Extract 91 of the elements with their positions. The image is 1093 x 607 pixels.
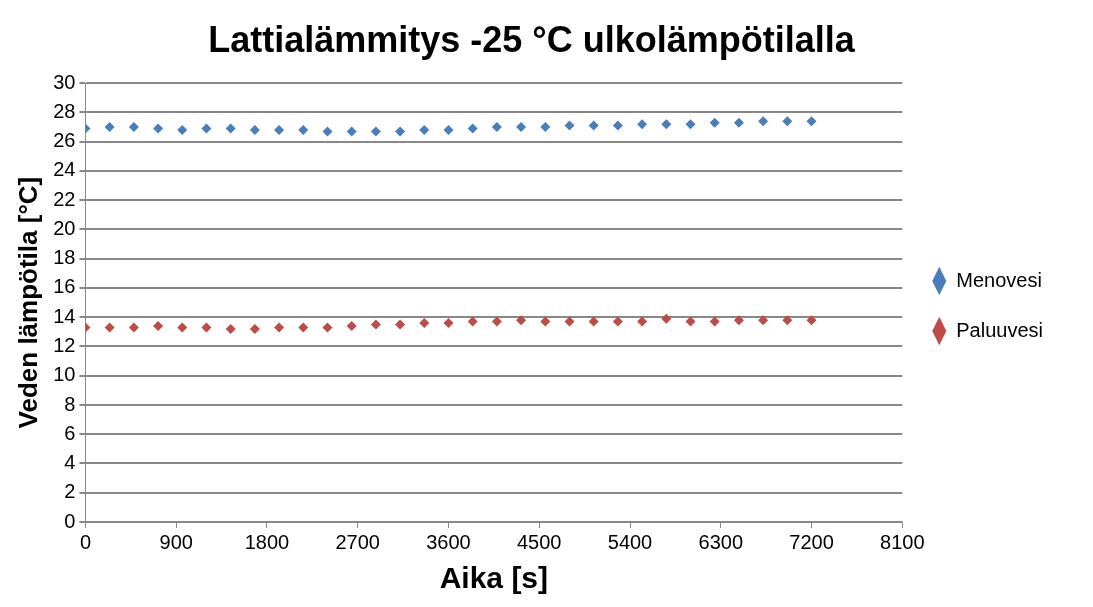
point: [637, 316, 648, 327]
point: [806, 315, 817, 326]
point: [588, 316, 599, 327]
point: [564, 316, 575, 327]
x-tick-label: 5400: [607, 530, 653, 553]
point: [491, 122, 502, 133]
y-tick-label: 16: [53, 275, 76, 298]
point: [612, 316, 623, 327]
point: [516, 315, 527, 326]
point: [104, 322, 115, 333]
point: [104, 122, 115, 133]
point: [733, 117, 744, 128]
point: [758, 116, 769, 127]
point: [709, 316, 720, 327]
point: [443, 318, 454, 329]
point: [225, 323, 236, 334]
y-tick-label: 10: [53, 363, 76, 386]
y-tick-label: 22: [53, 187, 76, 210]
point: [395, 126, 406, 137]
point: [443, 125, 454, 136]
x-tick-label: 7200: [789, 530, 834, 553]
chart-title: Lattialämmitys -25 °C ulkolämpötilalla: [208, 18, 856, 60]
y-tick-label: 14: [53, 304, 76, 327]
point: [782, 315, 793, 326]
point: [709, 117, 720, 128]
point: [274, 125, 285, 136]
point: [395, 319, 406, 330]
y-tick-label: 4: [64, 451, 76, 474]
legend-label: Paluuvesi: [956, 318, 1043, 341]
x-tick-label: 8100: [880, 530, 925, 553]
y-tick-label: 26: [53, 129, 76, 152]
point: [322, 126, 333, 137]
point: [128, 122, 139, 133]
point: [274, 322, 285, 333]
point: [249, 323, 260, 334]
point: [612, 120, 623, 131]
point: [661, 313, 672, 324]
point: [661, 119, 672, 130]
point: [540, 316, 551, 327]
point: [758, 315, 769, 326]
point: [370, 126, 381, 137]
point: [491, 316, 502, 327]
point: [298, 125, 309, 136]
y-tick-label: 6: [64, 421, 76, 444]
point: [225, 123, 236, 134]
point: [177, 125, 188, 136]
y-tick-label: 24: [53, 158, 76, 181]
point: [153, 321, 164, 331]
point: [322, 322, 333, 333]
x-tick-label: 4500: [516, 530, 562, 553]
point: [782, 116, 793, 127]
point: [685, 316, 696, 327]
y-tick-label: 12: [53, 334, 76, 356]
x-tick-label: 1800: [244, 530, 290, 553]
point: [201, 322, 212, 333]
y-tick-label: 20: [53, 216, 76, 239]
point: [685, 119, 696, 130]
point: [806, 116, 817, 127]
point: [419, 318, 430, 329]
point: [588, 120, 599, 131]
y-axis-title: Veden lämpötila [°C]: [12, 176, 43, 429]
point: [249, 125, 260, 136]
point: [419, 125, 430, 136]
x-tick-label: 900: [159, 530, 193, 553]
x-axis-title: Aika [s]: [439, 561, 549, 595]
point: [564, 120, 575, 131]
y-tick-label: 28: [53, 99, 76, 122]
point: [177, 322, 188, 333]
x-tick-label: 0: [79, 530, 92, 553]
y-tick-label: 30: [53, 70, 76, 93]
point: [128, 322, 139, 333]
point: [346, 321, 357, 331]
x-tick-label: 2700: [335, 530, 380, 553]
point: [153, 123, 164, 134]
x-tick-label: 3600: [426, 530, 471, 553]
point: [201, 123, 212, 134]
point: [370, 319, 381, 330]
y-tick-label: 18: [53, 246, 76, 269]
y-tick-label: 0: [64, 509, 76, 532]
point: [733, 315, 744, 326]
point: [516, 122, 527, 133]
y-tick-label: 2: [64, 480, 76, 503]
point: [540, 122, 551, 133]
point: [637, 119, 648, 130]
point: [467, 316, 478, 327]
point: [298, 322, 309, 333]
point: [346, 126, 357, 137]
x-tick-label: 6300: [698, 530, 744, 553]
point: [467, 123, 478, 134]
legend-label: Menovesi: [956, 268, 1042, 291]
y-tick-label: 8: [64, 392, 76, 415]
